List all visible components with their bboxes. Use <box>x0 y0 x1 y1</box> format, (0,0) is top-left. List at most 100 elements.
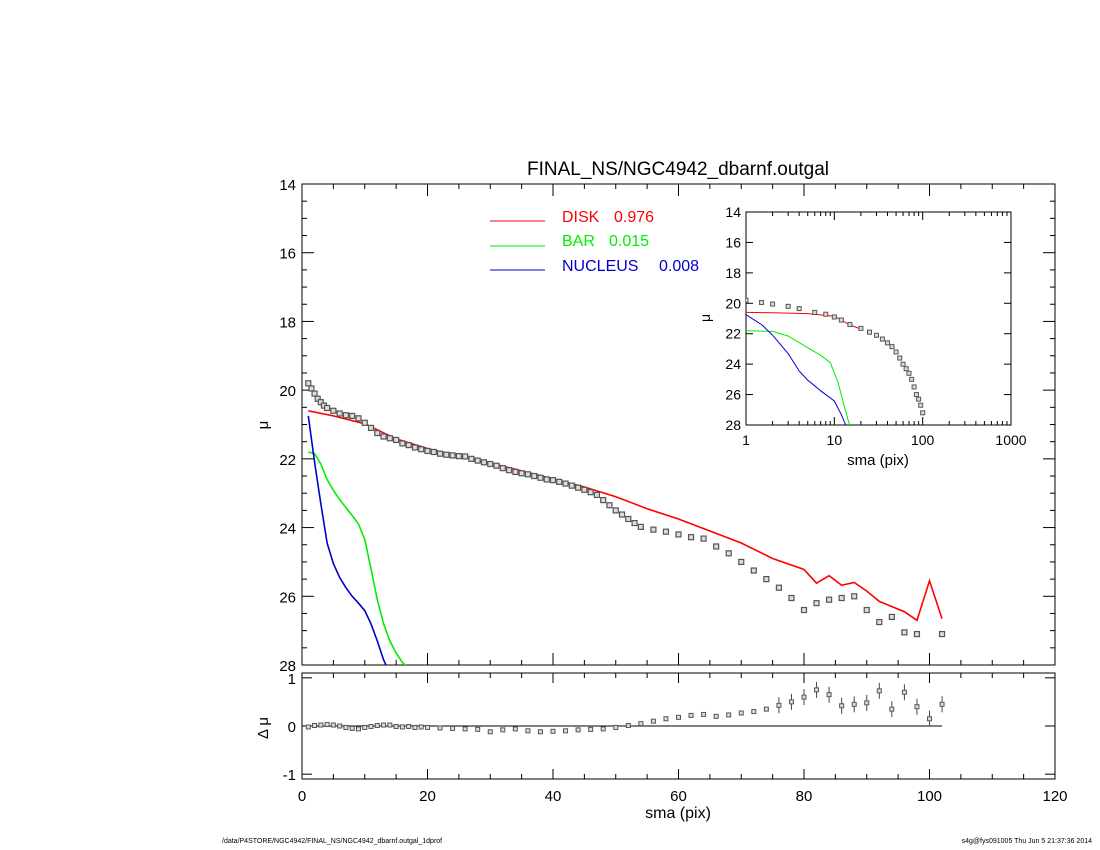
inset-data-point <box>812 309 818 315</box>
x-tick-label: 20 <box>419 788 436 805</box>
residual-data-point <box>851 701 857 707</box>
main-data-point <box>700 535 707 542</box>
residual-data-point <box>600 726 606 732</box>
residual-data-point <box>312 723 318 729</box>
residual-data-point <box>374 723 380 729</box>
main-data-point <box>355 415 362 422</box>
main-data-point <box>493 462 500 469</box>
main-data-point <box>430 448 437 456</box>
inset-y-tick-label: 22 <box>725 326 741 342</box>
inset-x-tick-label: 1000 <box>995 432 1026 448</box>
main-data-point <box>888 613 895 621</box>
main-data-point <box>562 480 569 487</box>
x-tick-label: 120 <box>1042 788 1067 805</box>
inset-data-point <box>920 410 926 416</box>
residual-data-point <box>330 722 336 728</box>
inset-data-point <box>838 317 844 323</box>
inset-data-point <box>913 392 919 398</box>
legend: DISK 0.976 BAR 0.015 NUCLEUS 0.008 <box>490 209 699 275</box>
inset-data-point <box>785 303 791 309</box>
main-data-point <box>336 410 343 417</box>
residual-data-point <box>726 712 732 718</box>
main-data-point <box>330 407 337 414</box>
main-data-point <box>775 584 783 591</box>
main-data-point <box>800 606 808 614</box>
main-data-point <box>763 576 770 583</box>
inset-y-tick-label: 16 <box>725 234 741 250</box>
main-data-point <box>788 594 795 602</box>
main-data-point <box>443 451 450 458</box>
residual-data-point <box>914 704 920 710</box>
main-data-point <box>662 528 670 535</box>
residual-data-point <box>355 726 361 732</box>
residual-data-point <box>500 727 506 733</box>
residual-y-tick-label: 0 <box>288 719 296 736</box>
x-tick-label: 60 <box>670 788 687 805</box>
inset-data-point <box>770 301 776 307</box>
inset-x-tick-label: 1 <box>742 432 750 448</box>
main-data-point <box>725 550 732 557</box>
residual-data-point <box>450 725 456 731</box>
residual-data-point <box>406 723 412 729</box>
residual-data-point <box>550 728 556 734</box>
main-data-point <box>411 444 419 451</box>
main-data-point <box>487 460 494 468</box>
residual-data-point <box>738 710 744 716</box>
legend-label-bar: BAR <box>562 233 595 250</box>
residual-data-point <box>575 727 581 733</box>
inset-data-point <box>759 300 765 306</box>
residual-data-point <box>676 714 681 720</box>
main-data-point <box>913 630 921 638</box>
x-tick-label: 80 <box>796 788 813 805</box>
main-y-tick-label: 28 <box>279 658 296 675</box>
main-data-point <box>462 453 469 460</box>
residual-data-point <box>901 689 907 695</box>
residual-data-point <box>349 725 355 731</box>
residual-data-point <box>399 724 405 730</box>
residual-series-group <box>305 681 945 735</box>
x-tick-label: 0 <box>298 788 306 805</box>
residual-data-point <box>387 722 393 728</box>
main-data-point <box>631 520 638 527</box>
main-data-point <box>424 447 431 455</box>
main-series-group <box>305 380 946 665</box>
main-y-tick-label: 16 <box>279 246 296 263</box>
residual-data-point <box>788 699 794 705</box>
x-axis-label: sma (pix) <box>645 805 711 822</box>
residual-data-point <box>613 724 619 730</box>
residual-data-point <box>537 729 543 735</box>
main-data-point <box>851 593 858 600</box>
legend-label-nucleus: NUCLEUS <box>562 258 638 275</box>
residual-data-point <box>437 725 443 731</box>
main-data-point <box>361 419 368 426</box>
main-series-line-disk <box>308 410 943 622</box>
inset-data-point <box>889 344 895 350</box>
main-data-point <box>455 453 462 460</box>
main-data-point <box>901 629 908 636</box>
residual-data-point <box>688 712 694 718</box>
residual-data-point <box>324 722 330 728</box>
residual-data-point <box>889 706 895 712</box>
inset-data-point <box>858 325 864 331</box>
inset-y-axis-label: μ <box>697 314 713 322</box>
inset-data-point <box>911 384 917 390</box>
main-y-tick-label: 22 <box>279 452 296 469</box>
main-data-point <box>380 433 387 440</box>
chart-title: FINAL_NS/NGC4942_dbarnf.outgal <box>527 159 829 180</box>
residual-data-point <box>305 724 311 730</box>
main-data-point <box>349 412 356 420</box>
inset-data-point <box>885 340 891 346</box>
residual-data-point <box>801 694 807 700</box>
main-data-point <box>308 385 315 392</box>
residual-data-point <box>462 726 468 732</box>
residual-data-point <box>381 722 387 728</box>
main-data-point <box>600 496 607 504</box>
residual-data-point <box>814 687 820 693</box>
main-data-point <box>342 412 350 419</box>
main-data-point <box>750 567 757 574</box>
residual-data-point <box>876 688 882 694</box>
main-data-point <box>449 452 456 459</box>
inset-data-point <box>903 366 909 372</box>
main-data-point <box>625 515 632 523</box>
residual-data-point <box>939 701 945 707</box>
